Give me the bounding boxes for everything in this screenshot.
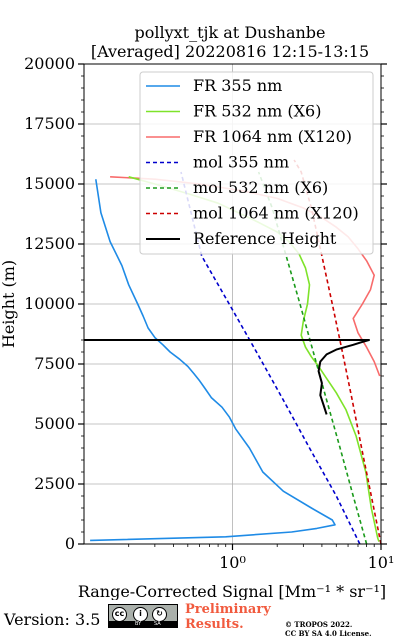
series-line-fr-355-nm [90,179,336,542]
version-label: Version: 3.5 [4,610,101,629]
preliminary-results-note: Preliminary Results. [185,602,271,632]
series-line-reference-height [84,339,370,415]
y-tick-label: 7500 [34,354,75,373]
legend-label: FR 1064 nm (X120) [193,127,352,146]
legend: FR 355 nm FR 532 nm (X6) FR 1064 nm (X120)… [139,71,374,255]
copyright-notice: © TROPOS 2022. CC BY SA 4.0 License. [285,620,372,638]
y-tick-label: 17500 [24,114,75,133]
copyright-line-1: © TROPOS 2022. [285,620,353,629]
copyright-line-2: CC BY SA 4.0 License. [285,629,372,638]
legend-label: Reference Height [193,229,337,248]
cc-icon: cc [112,607,127,622]
chart-title: pollyxt_tjk at Dushanbe [134,23,325,42]
y-tick-label: 20000 [24,54,75,73]
legend-label: mol 355 nm [193,153,289,172]
y-tick-label: 10000 [24,294,75,313]
y-tick-label: 12500 [24,234,75,253]
legend-label: FR 355 nm [193,76,282,95]
x-tick-label: 10⁰ [219,553,246,572]
chart-subtitle: [Averaged] 20220816 12:15-13:15 [91,42,369,61]
series-line-mol-1064-nm-x120 [293,159,382,545]
attribution-icon: i [133,607,148,622]
y-tick-label: 0 [65,534,75,553]
y-tick-label: 15000 [24,174,75,193]
y-axis-label: Height (m) [0,260,18,348]
y-tick-label: 5000 [34,414,75,433]
share-alike-icon: ↻ [152,607,167,622]
sa-text: SA [154,621,161,627]
legend-label: FR 532 nm (X6) [193,102,321,121]
y-tick-label: 2500 [34,474,75,493]
axis-ticks: 0 2500 5000 7500 10000 12500 15000 17500 20000 10… [24,54,394,572]
legend-label: mol 532 nm (X6) [193,178,328,197]
series-line-mol-355-nm [180,171,361,545]
lidar-signal-figure: pollyxt_tjk at Dushanbe [Averaged] 20220… [0,23,394,600]
x-axis-label: Range-Corrected Signal [Mm⁻¹ * sr⁻¹] [78,582,386,600]
x-tick-label: 10¹ [368,553,395,572]
by-text: BY [135,621,142,627]
cc-license-badge: cc i ↻ BY SA [108,604,178,628]
license-strip: BY SA [109,621,177,627]
legend-label: mol 1064 nm (X120) [193,204,359,223]
legend-box [139,71,374,255]
